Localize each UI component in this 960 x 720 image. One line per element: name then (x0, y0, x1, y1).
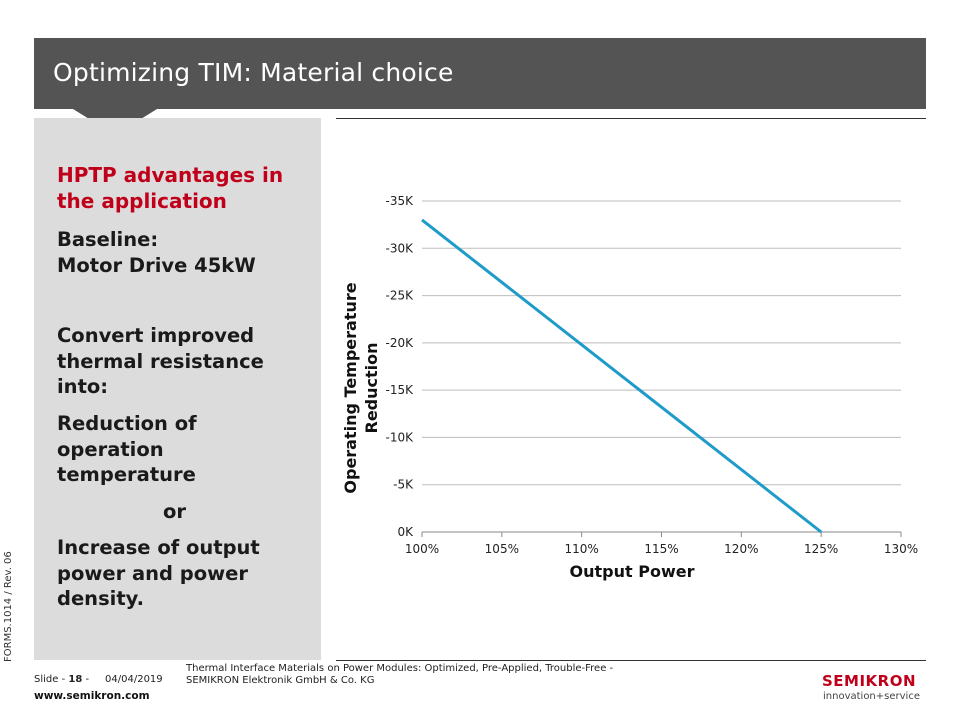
reduction-line: Reduction of (57, 412, 197, 435)
y-tick-label: -25K (386, 289, 415, 303)
x-tick-label: 115% (644, 542, 678, 556)
footer-description: Thermal Interface Materials on Power Mod… (186, 663, 616, 687)
top-divider (336, 118, 926, 119)
reduction-line: temperature (57, 463, 196, 486)
x-tick-labels: 100% 105% 110% 115% 120% 125% 130% (405, 542, 918, 556)
series-line (421, 218, 823, 534)
title-bar: Optimizing TIM: Material choice (34, 38, 926, 109)
baseline-line: Motor Drive 45kW (57, 253, 256, 277)
reduction-text: Reduction of operation temperature (57, 411, 197, 488)
footer-description-line: SEMIKRON Elektronik GmbH & Co. KG (186, 675, 375, 686)
y-tick-label: -5K (393, 478, 414, 492)
y-tick-label: -15K (386, 383, 415, 397)
footer-description-line: Thermal Interface Materials on Power Mod… (186, 663, 614, 674)
increase-text: Increase of output power and power densi… (57, 535, 260, 612)
convert-line: thermal resistance (57, 349, 264, 373)
website-link[interactable]: www.semikron.com (34, 690, 150, 702)
slide-number: 18 (68, 674, 83, 685)
or-text: or (163, 500, 187, 523)
x-tick-label: 110% (565, 542, 599, 556)
panel-heading: HPTP advantages in the application (57, 163, 283, 214)
convert-text: Convert improved thermal resistance into… (57, 323, 264, 400)
y-tick-label: -10K (386, 430, 415, 444)
logo-name: SEMIKRON (822, 672, 917, 690)
chart-series (421, 218, 823, 534)
increase-line: Increase of output (57, 536, 260, 559)
y-axis-title-line1: Operating Temperature (341, 282, 360, 493)
baseline-line: Baseline: (57, 228, 159, 251)
increase-line: density. (57, 587, 145, 610)
y-tick-label: 0K (397, 525, 414, 539)
slide-date: 04/04/2019 (105, 674, 163, 685)
bottom-divider (336, 660, 926, 661)
chart-grid (421, 200, 902, 537)
increase-line: power and power (57, 561, 249, 585)
x-tick-label: 130% (884, 542, 918, 556)
slide-suffix: - (85, 674, 90, 685)
slide-label: Slide - (34, 674, 66, 685)
y-axis-title-line2: Reduction (362, 342, 381, 433)
slide-title: Optimizing TIM: Material choice (53, 58, 454, 87)
slide-info: Slide - 18 - 04/04/2019 (34, 674, 163, 685)
x-tick-label: 105% (485, 542, 519, 556)
x-tick-label: 125% (804, 542, 838, 556)
baseline-text: Baseline: Motor Drive 45kW (57, 227, 256, 278)
x-tick-label: 100% (405, 542, 439, 556)
y-tick-label: -30K (386, 241, 415, 255)
y-tick-label: -35K (386, 194, 415, 208)
logo-tagline: innovation+service (823, 691, 920, 702)
y-tick-labels: 0K -5K -10K -15K -20K -25K -30K -35K (386, 194, 415, 539)
convert-line: Convert improved (57, 324, 255, 347)
reduction-line: operation (57, 437, 164, 461)
panel-heading-line: the application (57, 188, 227, 213)
semikron-logo: SEMIKRON innovation+service (822, 672, 920, 706)
x-tick-label: 120% (724, 542, 758, 556)
y-tick-label: -20K (386, 336, 415, 350)
x-axis-title: Output Power (570, 562, 695, 581)
convert-line: into: (57, 375, 109, 398)
panel-heading-line: HPTP advantages in (57, 163, 284, 187)
left-panel: HPTP advantages in the application Basel… (34, 118, 321, 660)
form-reference: FORMS.1014 / Rev. 06 (3, 551, 14, 662)
chart: 0K -5K -10K -15K -20K -25K -30K -35K 100% 105% 11… (341, 194, 918, 581)
